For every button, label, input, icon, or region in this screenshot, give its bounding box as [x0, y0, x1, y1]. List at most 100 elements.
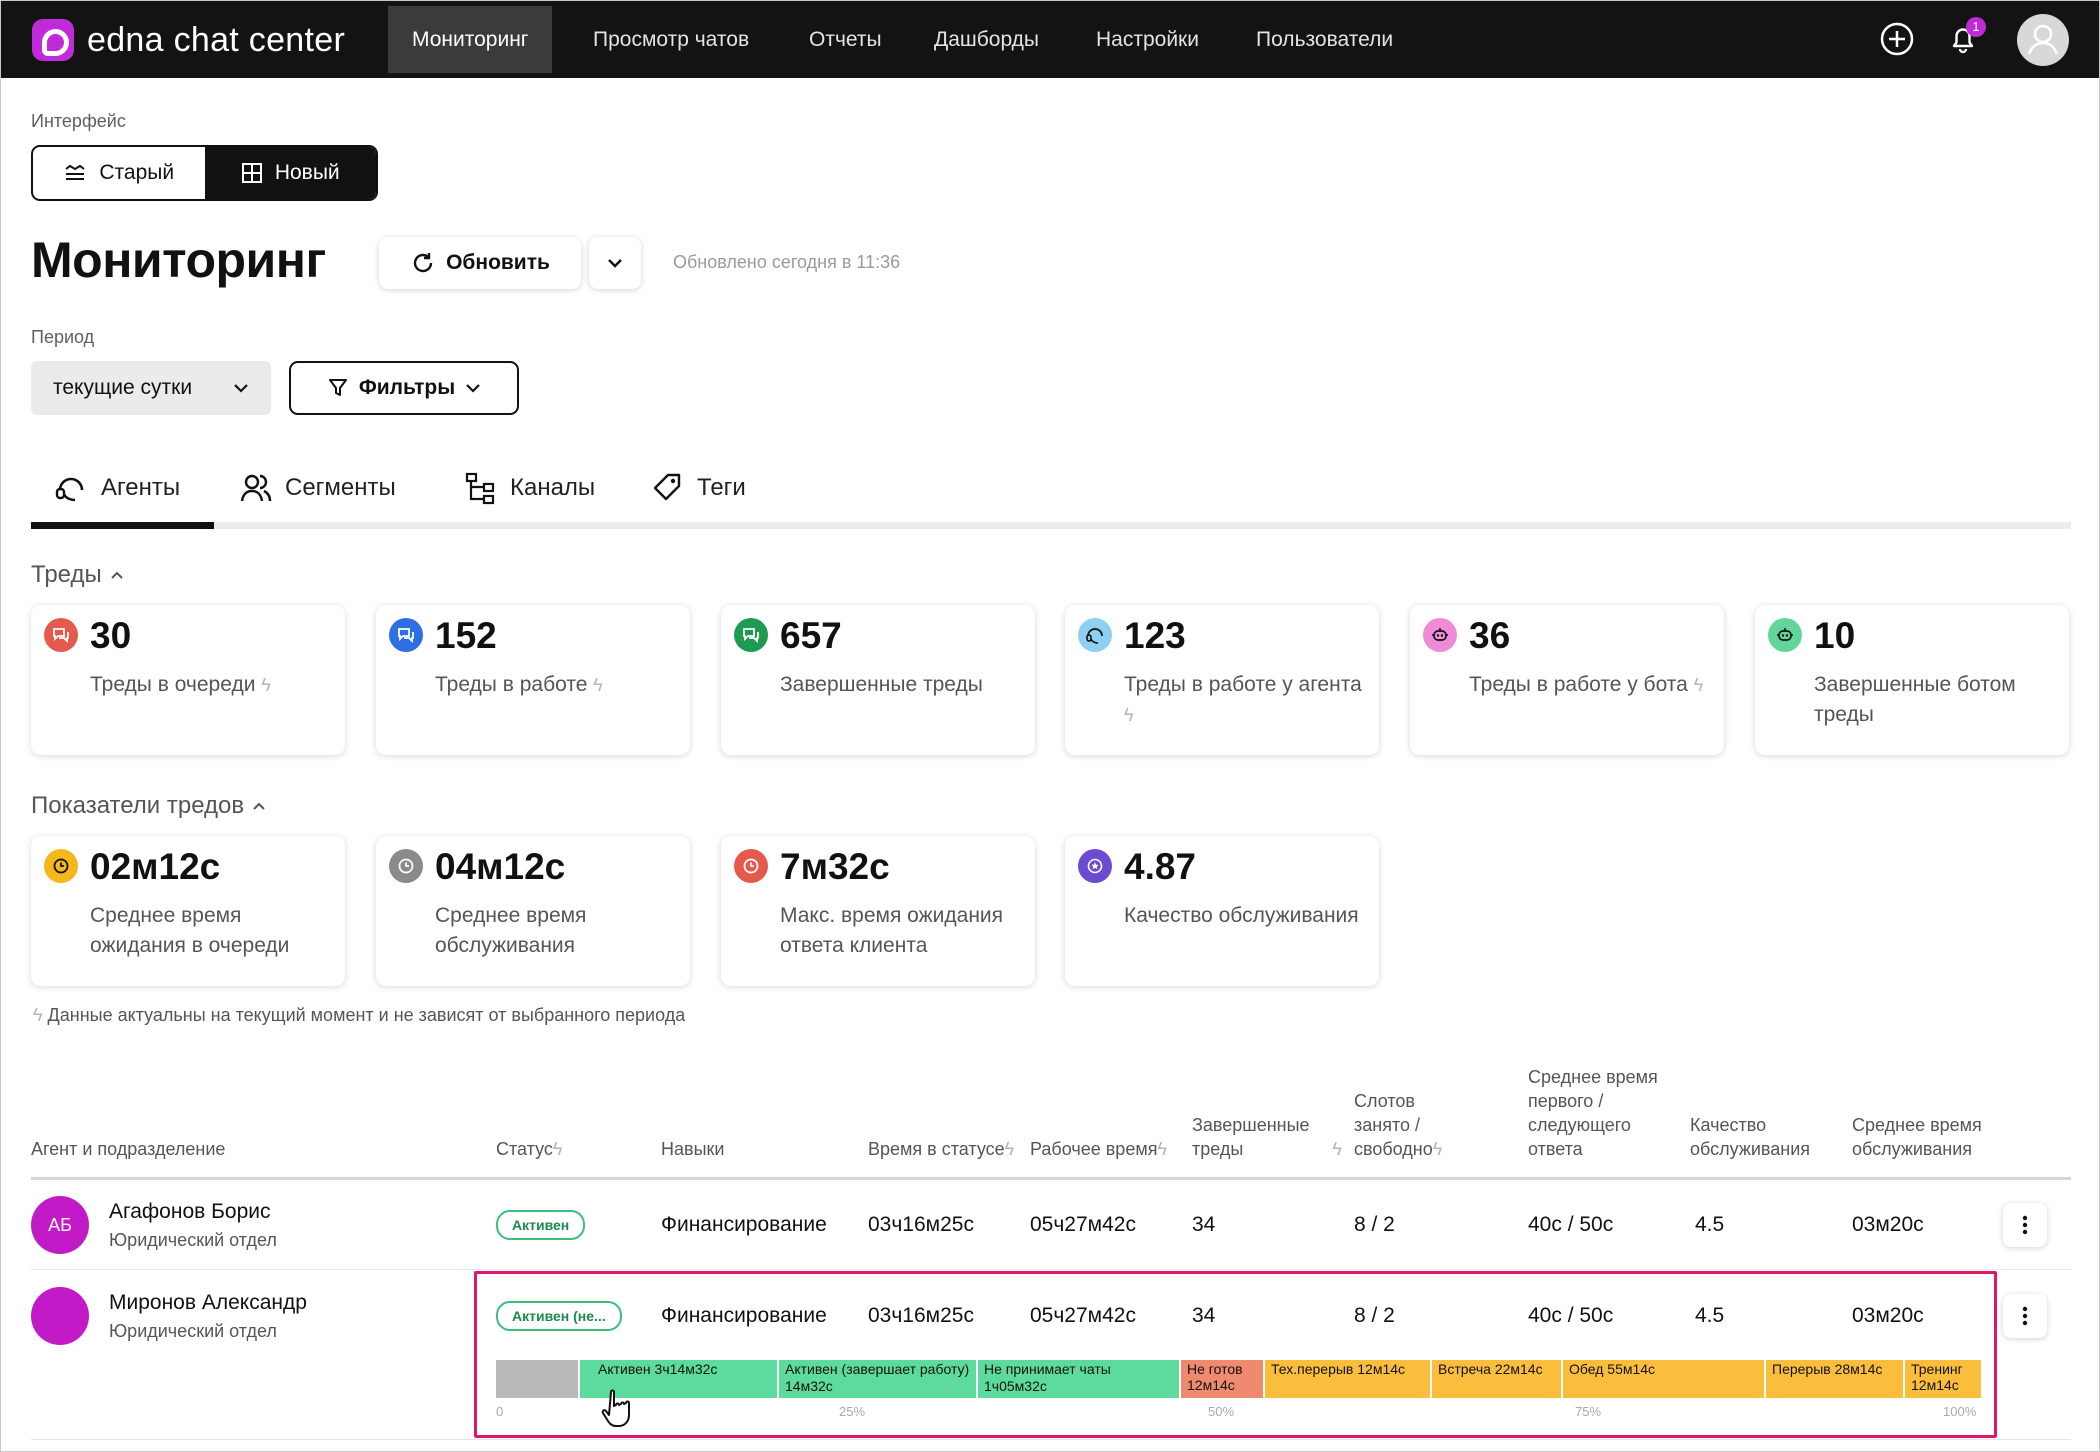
tab-agents[interactable]: Агенты	[53, 453, 180, 522]
bell-icon[interactable]: 1	[1943, 17, 1986, 59]
period-select[interactable]: текущие сутки	[31, 361, 271, 415]
metric-card-wait: 02м12с Среднее время ожидания в очереди	[31, 836, 345, 986]
nav-item-users[interactable]: Пользователи	[1256, 28, 1394, 51]
interface-old-label: Старый	[99, 161, 175, 184]
stat-card-queue: 30 Треды в очереди ϟ	[31, 605, 345, 755]
refresh-button[interactable]: Обновить	[379, 237, 581, 289]
skills-cell: Финансирование	[661, 1304, 827, 1327]
metric-card-quality: 4.87 Качество обслуживания	[1065, 836, 1379, 986]
stat-card-completed: 657 Завершенные треды	[721, 605, 1035, 755]
metrics-section-toggle[interactable]: Показатели тредов	[31, 792, 266, 820]
col-completed-header[interactable]: Завершенные треды ϟ	[1192, 1115, 1342, 1159]
col-status-header[interactable]: Статусϟ	[496, 1139, 563, 1159]
row-divider	[31, 1269, 2071, 1270]
interface-new-label: Новый	[274, 161, 340, 184]
brand-logo[interactable]: edna chat center	[32, 19, 345, 61]
timeline-segment[interactable]: Активен (завершает работу) 14м32с	[779, 1360, 978, 1398]
threads-section-toggle[interactable]: Треды	[31, 561, 124, 589]
quality-cell: 4.5	[1695, 1304, 1725, 1327]
nav-item-dashboards[interactable]: Дашборды	[934, 28, 1039, 51]
page-title: Мониторинг	[31, 232, 326, 288]
col-work-time-header[interactable]: Рабочее времяϟ	[1030, 1139, 1167, 1159]
chat-icon	[44, 618, 78, 652]
chevron-down-icon	[466, 384, 480, 393]
realtime-icon: ϟ	[261, 675, 271, 695]
timeline-segment[interactable]: Встреча 22м14с	[1432, 1360, 1563, 1398]
metric-value: 4.87	[1124, 846, 1197, 887]
status-badge: Активен	[496, 1210, 586, 1240]
timeline-segment[interactable]: Тренинг 12м14с	[1905, 1360, 1983, 1398]
timeline-segment[interactable]	[496, 1360, 580, 1398]
skills-cell: Финансирование	[661, 1213, 827, 1236]
tab-tags[interactable]: Теги	[651, 453, 746, 522]
work-time-cell: 05ч27м42с	[1030, 1213, 1136, 1236]
row-divider	[31, 1439, 2071, 1440]
logo-icon	[32, 19, 74, 61]
period-value: текущие сутки	[53, 376, 193, 399]
nav-item-reports[interactable]: Отчеты	[809, 28, 882, 51]
timeline-segment[interactable]: Не принимает чаты 1ч05м32с	[978, 1360, 1181, 1398]
chevron-up-icon	[253, 802, 265, 810]
row-actions-button[interactable]	[2003, 1294, 2047, 1338]
status-badge[interactable]: Активен (не...	[496, 1301, 622, 1331]
first-response-cell: 40с / 50с	[1528, 1213, 1614, 1236]
realtime-icon: ϟ	[1157, 1139, 1167, 1159]
timeline-segment[interactable]: Обед 55м14с	[1563, 1360, 1766, 1398]
clock-icon	[44, 849, 78, 883]
refresh-options-button[interactable]	[589, 237, 641, 289]
add-circle-icon[interactable]	[1877, 19, 1917, 59]
metric-label: Качество обслуживания	[1124, 904, 1359, 927]
realtime-icon: ϟ	[1332, 1139, 1342, 1159]
more-vertical-icon	[2022, 1306, 2028, 1326]
realtime-icon: ϟ	[593, 675, 603, 695]
timeline-segment[interactable]: Тех.перерыв 12м14с	[1265, 1360, 1432, 1398]
refresh-label: Обновить	[446, 251, 550, 274]
timeline-tick: 50%	[1208, 1404, 1235, 1419]
filters-button[interactable]: Фильтры	[289, 361, 519, 415]
tab-channels[interactable]: Каналы	[464, 453, 595, 522]
metric-label: Среднее время ожидания в очереди	[90, 904, 290, 957]
interface-new-option[interactable]: Новый	[204, 147, 376, 199]
nav-item-settings[interactable]: Настройки	[1096, 28, 1199, 51]
col-quality-header[interactable]: Качество обслуживания	[1690, 1115, 1811, 1159]
stat-value: 152	[435, 615, 497, 656]
realtime-icon: ϟ	[1004, 1139, 1015, 1159]
slots-cell: 8 / 2	[1354, 1213, 1395, 1236]
row-actions-button[interactable]	[2003, 1203, 2047, 1247]
agent-name[interactable]: Миронов Александр	[109, 1291, 307, 1314]
realtime-icon: ϟ	[1693, 675, 1704, 695]
timeline-tick: 25%	[839, 1404, 866, 1419]
interface-old-option[interactable]: Старый	[33, 147, 205, 199]
col-first-response-header[interactable]: Среднее время первого / следующего ответ…	[1528, 1067, 1658, 1159]
top-navigation: edna chat center Мониторинг Просмотр чат…	[1, 1, 2099, 78]
user-avatar-icon[interactable]	[2017, 14, 2069, 66]
timeline-segment[interactable]: Не готов 12м14с	[1181, 1360, 1265, 1398]
stat-label: Треды в работе ϟ	[435, 673, 603, 696]
col-time-in-status-header[interactable]: Время в статусеϟ	[868, 1139, 1015, 1159]
realtime-icon: ϟ	[552, 1139, 563, 1159]
agent-name[interactable]: Агафонов Борис	[109, 1200, 271, 1223]
metric-label: Макс. время ожидания ответа клиента	[780, 904, 1004, 957]
metric-card-max-wait: 7м32с Макс. время ожидания ответа клиент…	[721, 836, 1035, 986]
completed-cell: 34	[1192, 1213, 1216, 1236]
tab-agents-label: Агенты	[101, 473, 181, 501]
tab-tags-label: Теги	[697, 473, 746, 501]
col-agent-header[interactable]: Агент и подразделение	[31, 1139, 226, 1159]
agent-department: Юридический отдел	[109, 1230, 277, 1250]
nav-item-monitoring[interactable]: Мониторинг	[388, 6, 553, 73]
tab-segments[interactable]: Сегменты	[239, 453, 396, 522]
clock-icon	[389, 849, 423, 883]
col-slots-header[interactable]: Слотов занято / свободноϟ	[1354, 1091, 1443, 1159]
stat-value: 657	[780, 615, 842, 656]
stat-label: Треды в работе у бота ϟ	[1469, 673, 1704, 696]
clock-icon	[734, 849, 768, 883]
timeline-segment[interactable]: Перерыв 28м14с	[1766, 1360, 1905, 1398]
stat-card-bot-work: 36 Треды в работе у бота ϟ	[1410, 605, 1724, 755]
col-avg-service-header[interactable]: Среднее время обслуживания	[1852, 1115, 1982, 1159]
realtime-footnote: ϟ Данные актуальны на текущий момент и н…	[33, 1005, 686, 1025]
col-skills-header[interactable]: Навыки	[661, 1139, 725, 1159]
metric-label: Среднее время обслуживания	[435, 904, 587, 957]
notification-badge: 1	[1966, 17, 1986, 37]
interface-toggle: Старый Новый	[31, 145, 378, 201]
nav-item-chats[interactable]: Просмотр чатов	[593, 28, 750, 51]
